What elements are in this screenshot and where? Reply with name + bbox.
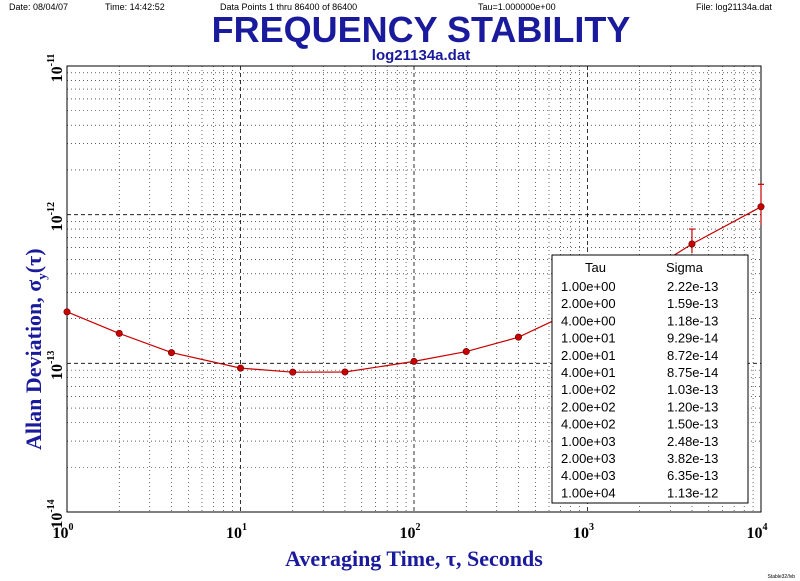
data-point bbox=[410, 357, 418, 365]
svg-text:10-14: 10-14 bbox=[46, 499, 66, 528]
legend-table: Tau Sigma 1.00e+00 2.22e-13 2.00e+00 1.59e-13… bbox=[551, 254, 749, 504]
x-tick-label: 102 bbox=[400, 522, 421, 542]
legend-tau-value: 4.00e+00 bbox=[561, 313, 616, 328]
data-point bbox=[289, 368, 297, 376]
legend-sigma-value: 1.50e-13 bbox=[667, 417, 718, 432]
data-point bbox=[115, 329, 123, 337]
y-tick-label: 10-12 bbox=[46, 202, 66, 231]
y-tick-label: 10-14 bbox=[46, 499, 66, 528]
y-tick-label: 10-13 bbox=[46, 351, 66, 380]
legend-tau-value: 2.00e+01 bbox=[561, 348, 616, 363]
y-axis-label-sub: y bbox=[34, 273, 49, 280]
legend-sigma-value: 8.72e-14 bbox=[667, 348, 718, 363]
header-time: Time: 14:42:52 bbox=[105, 2, 165, 12]
y-axis-label-main: Allan Deviation, σ bbox=[21, 280, 46, 450]
svg-text:10-11: 10-11 bbox=[46, 54, 66, 83]
header-tau: Tau=1.000000e+00 bbox=[478, 2, 556, 12]
data-point bbox=[688, 240, 696, 248]
legend-tau-value: 1.00e+01 bbox=[561, 331, 616, 346]
legend-tau-value: 2.00e+02 bbox=[561, 399, 616, 414]
svg-text:Allan Deviation, σy(τ): Allan Deviation, σy(τ) bbox=[21, 248, 49, 450]
legend-header-sigma: Sigma bbox=[666, 260, 704, 275]
x-tick-label: 103 bbox=[573, 522, 594, 542]
legend-sigma-value: 1.03e-13 bbox=[667, 382, 718, 397]
y-axis-label: Allan Deviation, σy(τ) bbox=[21, 248, 49, 450]
tick-labels: 100 101 102 103 104 10-14 10-13 10-12 10-11 bbox=[46, 54, 768, 542]
legend-sigma-value: 1.59e-13 bbox=[667, 296, 718, 311]
legend-sigma-value: 1.18e-13 bbox=[667, 313, 718, 328]
legend-sigma-value: 2.22e-13 bbox=[667, 279, 718, 294]
legend-tau-value: 2.00e+03 bbox=[561, 451, 616, 466]
legend-tau-value: 1.00e+04 bbox=[561, 485, 616, 500]
header-points: Data Points 1 thru 86400 of 86400 bbox=[220, 2, 357, 12]
legend-sigma-value: 6.35e-13 bbox=[667, 468, 718, 483]
legend-sigma-value: 2.48e-13 bbox=[667, 434, 718, 449]
legend-sigma-value: 3.82e-13 bbox=[667, 451, 718, 466]
x-tick-label: 101 bbox=[226, 522, 247, 542]
data-point bbox=[237, 364, 245, 372]
legend-header-tau: Tau bbox=[585, 260, 606, 275]
footer-credit: Stable32/lvb bbox=[767, 574, 795, 580]
legend-tau-value: 1.00e+02 bbox=[561, 382, 616, 397]
data-point bbox=[757, 203, 765, 211]
legend-tau-value: 2.00e+00 bbox=[561, 296, 616, 311]
header-file: File: log21134a.dat bbox=[696, 2, 772, 12]
y-tick-label: 10-11 bbox=[46, 54, 66, 83]
svg-text:10-12: 10-12 bbox=[46, 202, 66, 231]
legend-sigma-value: 9.29e-14 bbox=[667, 331, 718, 346]
legend-tau-value: 4.00e+01 bbox=[561, 365, 616, 380]
legend-box bbox=[551, 254, 749, 504]
svg-text:10-13: 10-13 bbox=[46, 351, 66, 380]
legend-sigma-value: 1.13e-12 bbox=[667, 485, 718, 500]
legend-sigma-value: 8.75e-14 bbox=[667, 365, 718, 380]
data-point bbox=[63, 308, 71, 316]
legend-sigma-value: 1.20e-13 bbox=[667, 399, 718, 414]
legend-tau-value: 4.00e+02 bbox=[561, 417, 616, 432]
legend-tau-value: 1.00e+03 bbox=[561, 434, 616, 449]
data-point bbox=[514, 333, 522, 341]
x-tick-label: 100 bbox=[53, 522, 74, 542]
chart-title: FREQUENCY STABILITY bbox=[212, 9, 631, 50]
data-point bbox=[167, 349, 175, 357]
x-tick-label: 104 bbox=[747, 522, 768, 542]
legend-tau-value: 4.00e+03 bbox=[561, 468, 616, 483]
data-point bbox=[462, 348, 470, 356]
data-point bbox=[341, 368, 349, 376]
x-axis-label: Averaging Time, τ, Seconds bbox=[285, 546, 543, 571]
legend-tau-value: 1.00e+00 bbox=[561, 279, 616, 294]
chart-subtitle: log21134a.dat bbox=[372, 47, 470, 64]
y-axis-label-suffix: (τ) bbox=[21, 248, 46, 273]
header-date: Date: 08/04/07 bbox=[9, 2, 68, 12]
